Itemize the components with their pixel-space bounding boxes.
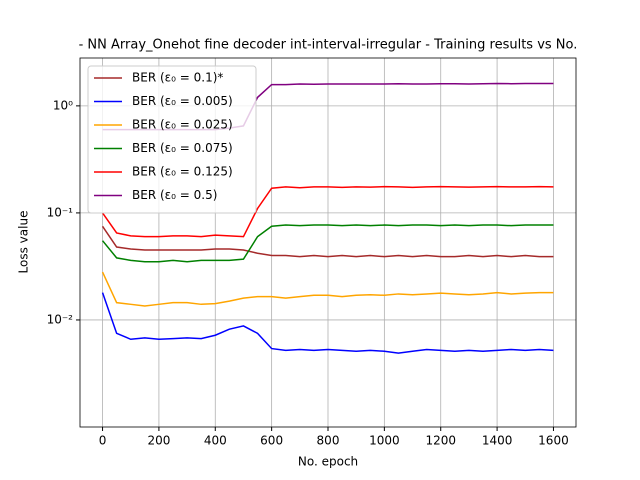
legend-label: BER (ε₀ = 0.005) <box>132 94 233 108</box>
plot-frame <box>79 57 577 428</box>
series-line <box>101 225 554 258</box>
legend-label: BER (ε₀ = 0.5) <box>132 188 217 202</box>
series-line <box>101 224 554 263</box>
legend-box <box>87 65 257 214</box>
x-axis-label: No. epoch <box>298 455 358 469</box>
legend-label: BER (ε₀ = 0.075) <box>132 141 233 155</box>
x-tick-label: 1000 <box>369 434 400 448</box>
legend-label: BER (ε₀ = 0.125) <box>132 165 233 179</box>
x-tick-label: 200 <box>147 434 170 448</box>
series-line <box>101 292 554 354</box>
chart-title: - NN Array_Onehot fine decoder int-inter… <box>79 38 578 53</box>
legend-label: BER (ε₀ = 0.025) <box>132 118 233 132</box>
y-tick-label: 10⁻² <box>47 312 74 326</box>
series-line <box>101 271 554 307</box>
x-tick-label: 1600 <box>538 434 569 448</box>
x-tick-label: 400 <box>204 434 227 448</box>
x-tick-label: 600 <box>260 434 283 448</box>
legend: BER (ε₀ = 0.1)* BER (ε₀ = 0.005) BER (ε₀ =… <box>87 65 257 214</box>
series-line <box>101 185 554 238</box>
y-tick-label: 10⁰ <box>53 98 73 112</box>
legend-label: BER (ε₀ = 0.1)* <box>132 71 223 85</box>
y-tick-label: 10⁻¹ <box>47 205 74 219</box>
x-tick-label: 800 <box>317 434 340 448</box>
x-tick-label: 1200 <box>425 434 456 448</box>
y-axis-label: Loss value <box>17 211 31 274</box>
x-tick-label: 0 <box>99 434 107 448</box>
x-tick-label: 1400 <box>482 434 513 448</box>
